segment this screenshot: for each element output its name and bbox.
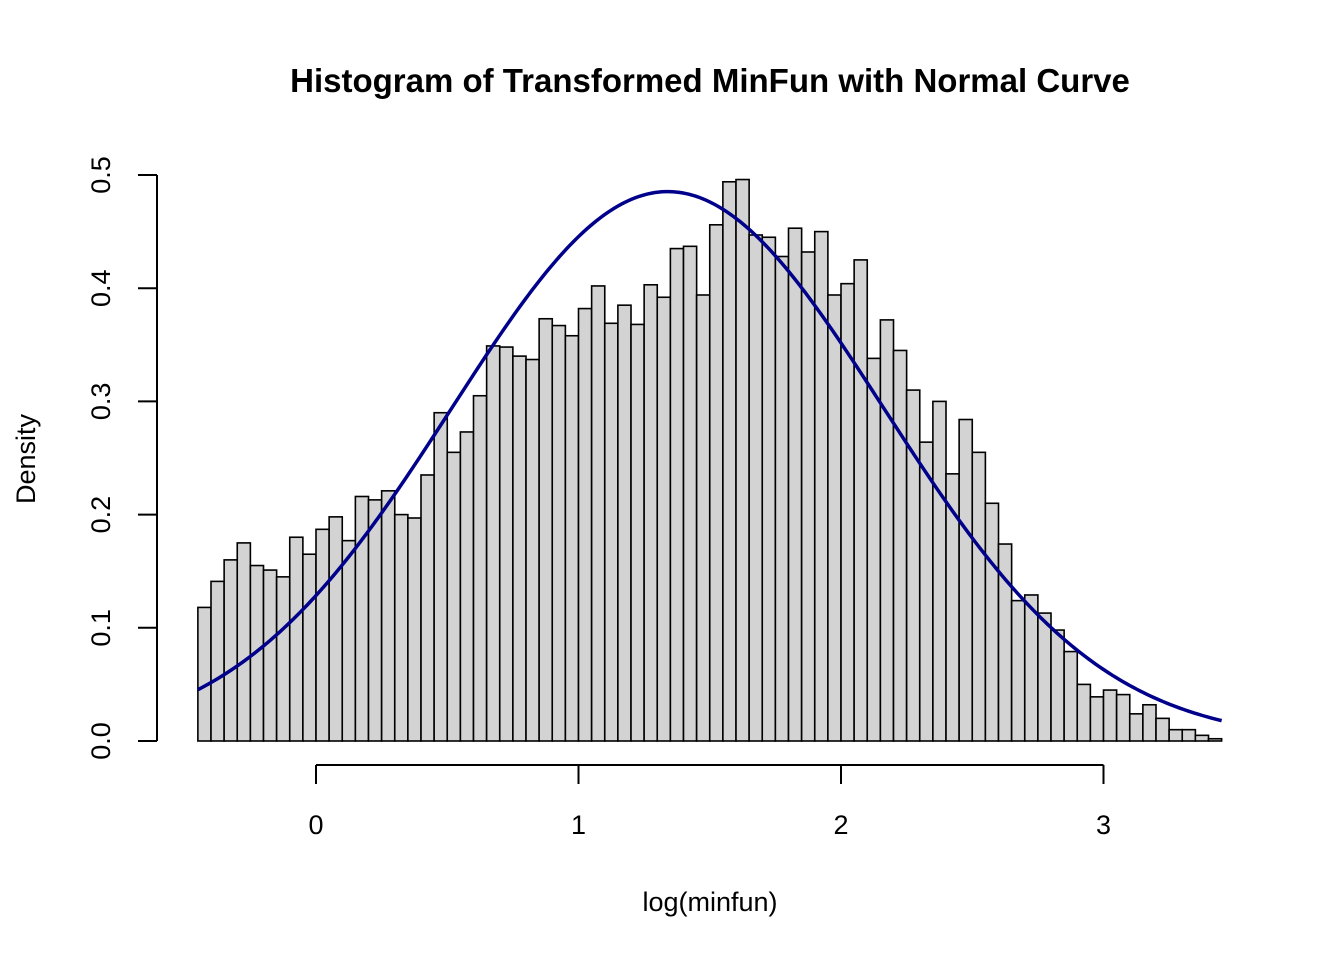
x-tick-label: 3 xyxy=(1096,810,1111,840)
histogram-bar xyxy=(879,319,895,742)
histogram-bar xyxy=(485,345,501,742)
histogram-bar xyxy=(853,259,869,742)
histogram-bar xyxy=(275,576,291,742)
histogram-bar xyxy=(1181,728,1197,742)
histogram-bar xyxy=(262,569,278,742)
histogram-bar xyxy=(630,323,645,742)
histogram-bar xyxy=(538,317,554,742)
histogram-bar xyxy=(617,304,632,742)
histogram-bar xyxy=(1023,594,1039,742)
histogram-bars xyxy=(197,178,1223,742)
histogram-bar xyxy=(1010,599,1026,742)
histogram-bar xyxy=(512,355,527,742)
histogram-bar xyxy=(774,255,790,742)
x-tick-label: 1 xyxy=(571,810,586,840)
histogram-bar xyxy=(328,516,344,742)
histogram-bar xyxy=(971,451,987,742)
histogram-bar xyxy=(1194,734,1210,742)
histogram-bar xyxy=(446,451,462,742)
histogram-bar xyxy=(288,536,304,742)
histogram-bar xyxy=(682,245,698,742)
y-tick-label: 0.4 xyxy=(86,269,116,307)
histogram-bar xyxy=(1168,728,1184,742)
histogram-bar xyxy=(315,528,330,742)
histogram-bar xyxy=(708,224,724,742)
histogram-bar xyxy=(472,394,488,742)
histogram-bar xyxy=(341,539,357,742)
x-axis-label: log(minfun) xyxy=(642,887,777,917)
histogram-bar xyxy=(1050,629,1065,742)
histogram-bar xyxy=(722,180,737,742)
histogram-bar xyxy=(800,251,816,742)
histogram-bar xyxy=(367,499,383,742)
y-axis: 0.0 0.1 0.2 0.3 0.4 0.5 xyxy=(86,156,158,760)
histogram-bar xyxy=(407,517,422,742)
histogram-bar xyxy=(420,474,435,742)
x-axis: 0 1 2 3 xyxy=(308,764,1111,840)
histogram-bar xyxy=(210,580,225,742)
normal-curve xyxy=(197,189,1223,723)
histogram-bar xyxy=(459,431,475,742)
histogram-bar xyxy=(827,294,842,742)
y-axis-label: Density xyxy=(11,413,41,504)
histogram-bar xyxy=(695,294,711,742)
histogram-bar xyxy=(380,490,396,742)
histogram-bar xyxy=(197,606,212,742)
histogram-bar xyxy=(656,296,672,742)
histogram-bar xyxy=(564,334,580,742)
histogram-bar xyxy=(1142,703,1157,742)
x-tick-label: 0 xyxy=(308,810,323,840)
histogram-bar xyxy=(302,553,317,742)
histogram-bar xyxy=(1155,717,1170,742)
histogram-bar xyxy=(669,247,685,742)
y-tick-label: 0.2 xyxy=(86,496,116,534)
histogram-bar xyxy=(958,418,974,742)
histogram-bar xyxy=(577,307,593,742)
histogram-bar xyxy=(892,349,908,742)
histogram-bar xyxy=(223,559,239,742)
histogram-bar xyxy=(525,358,540,742)
histogram-bar xyxy=(643,283,659,742)
histogram-bar xyxy=(393,513,409,742)
histogram-bar xyxy=(866,357,882,742)
histogram-bar xyxy=(1063,650,1079,742)
histogram-bar xyxy=(1128,713,1144,742)
histogram-bar xyxy=(787,227,803,742)
histogram-bar xyxy=(905,389,921,742)
histogram-bar xyxy=(984,502,1000,742)
histogram-bar xyxy=(433,411,449,742)
histogram-bar xyxy=(236,542,252,742)
y-tick-label: 0.1 xyxy=(86,609,116,647)
histogram-bar xyxy=(1207,737,1223,742)
histogram-bar xyxy=(1089,696,1105,742)
histogram-bar xyxy=(735,178,750,742)
histogram-bar xyxy=(748,234,764,742)
histogram-bar xyxy=(1115,693,1131,742)
histogram-bar xyxy=(551,324,567,742)
histogram-bar xyxy=(603,322,619,742)
chart-title: Histogram of Transformed MinFun with Nor… xyxy=(290,62,1130,99)
y-tick-label: 0.5 xyxy=(86,156,116,194)
y-tick-label: 0.0 xyxy=(86,722,116,760)
histogram-bar xyxy=(1102,689,1118,742)
histogram-bar xyxy=(590,285,606,742)
histogram-bar xyxy=(1076,683,1092,742)
histogram-bar xyxy=(918,441,934,742)
y-tick-label: 0.3 xyxy=(86,383,116,421)
histogram-bar xyxy=(498,346,514,742)
histogram-bar xyxy=(932,400,947,742)
histogram-bar xyxy=(1037,612,1052,742)
x-tick-label: 2 xyxy=(833,810,848,840)
histogram-bar xyxy=(761,236,777,742)
